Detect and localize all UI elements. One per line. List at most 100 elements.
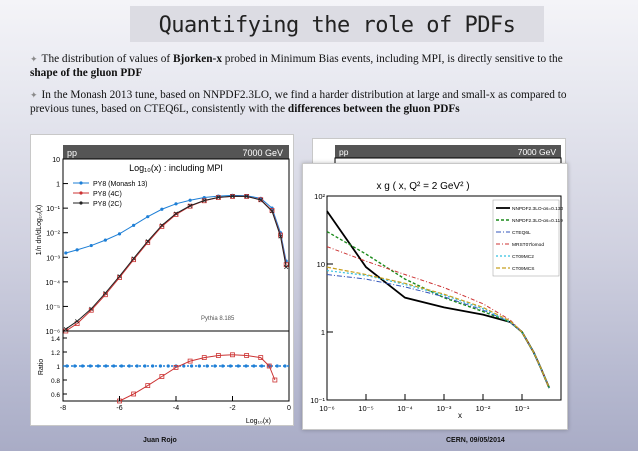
data-point <box>160 207 164 211</box>
header-bar <box>63 145 289 159</box>
ratio-reference-point <box>189 364 194 368</box>
data-point <box>75 248 79 252</box>
series-line <box>326 266 550 389</box>
data-point <box>269 209 275 214</box>
data-point <box>173 212 179 217</box>
series-group <box>326 210 551 389</box>
data-point <box>117 232 122 236</box>
x-ticks: -8 -6 -4 -2 0 <box>60 396 291 412</box>
ratio-reference-point <box>244 364 248 368</box>
bullet-icon: ✦ <box>30 90 38 100</box>
bullet-bold: Bjorken-x <box>173 53 222 65</box>
legend-label: PY8 (4C) <box>93 191 122 198</box>
ratio-point <box>230 352 235 358</box>
data-point <box>132 223 136 227</box>
ratio-point <box>272 377 278 383</box>
y-tick-label: 10⁻⁴ <box>46 280 61 287</box>
data-point <box>258 197 263 203</box>
ratio-reference-point <box>135 364 139 368</box>
x-tick-label: 10⁻² <box>476 404 491 413</box>
x-tick-label: 10⁻³ <box>437 404 452 413</box>
x-tick-label: -6 <box>116 405 122 412</box>
ratio-reference-point <box>65 364 69 368</box>
ratio-reference-point <box>151 364 155 368</box>
x-ticks: 10⁻⁶ 10⁻⁵ 10⁻⁴ 10⁻³ 10⁻² 10⁻¹ <box>319 394 530 413</box>
y-tick-label: 10⁻³ <box>46 255 60 262</box>
x-tick-label: -4 <box>173 405 179 412</box>
ratio-tick-label: 0.6 <box>51 392 60 399</box>
data-point <box>89 243 93 248</box>
ratio-reference-point <box>197 364 201 368</box>
data-point <box>278 234 283 239</box>
data-point <box>284 264 289 270</box>
data-point <box>187 203 193 209</box>
legend-marker <box>79 201 83 205</box>
legend-label: CT09MC2 <box>512 254 534 260</box>
data-point <box>159 224 165 229</box>
footer-venue-date: CERN, 09/05/2014 <box>446 437 505 444</box>
y-tick-label: 10 <box>52 157 60 164</box>
x-tick-label: 10⁻⁶ <box>319 404 334 413</box>
y-axis-label: 1/n dn/dLog₁₀(x) <box>36 205 43 255</box>
series-line <box>326 269 550 389</box>
chart-title: Log₁₀(x) : including MPI <box>129 163 223 173</box>
ratio-point <box>266 363 272 369</box>
legend-label: NNPDF2.3LO-αs=0.119 <box>512 218 563 224</box>
ratio-reference-point <box>88 364 92 368</box>
ratio-point <box>244 353 250 358</box>
ratio-reference-point <box>96 364 100 368</box>
ratio-point <box>215 353 221 358</box>
x-axis-label: Log₁₀(x) <box>246 418 271 425</box>
x-tick-label: 0 <box>287 405 291 412</box>
bullet-text: probed in Minimum Bias events, including… <box>221 53 563 65</box>
legend-box <box>492 199 560 277</box>
x-tick-label: 10⁻¹ <box>515 404 530 413</box>
y-tick-label: 10² <box>314 192 325 201</box>
ratio-tick-label: 1.4 <box>51 336 60 343</box>
data-point <box>202 198 207 203</box>
data-point <box>131 256 136 261</box>
ratio-series <box>63 352 289 404</box>
data-point <box>188 203 193 208</box>
ratio-reference-point <box>127 364 131 368</box>
ratio-point <box>131 391 137 397</box>
ratio-reference-point <box>260 364 264 368</box>
chart-title: x g ( x, Q² = 2 GeV² ) <box>376 181 469 192</box>
legend-marker <box>79 191 83 195</box>
ratio-tick-label: 1 <box>56 364 60 371</box>
legend: NNPDF2.3LO-αs=0.130 NNPDF2.3LO-αs=0.119 CT… <box>492 199 563 277</box>
ratio-line <box>119 354 276 402</box>
data-point <box>89 306 94 311</box>
legend-label: NNPDF2.3LO-αs=0.130 <box>512 206 563 212</box>
legend: PY8 (Monash 13) PY8 (4C) PY8 (2C) <box>73 181 147 208</box>
series-line <box>326 274 550 389</box>
ratio-reference-point <box>252 364 256 368</box>
y-tick-label: 10⁻² <box>46 231 60 238</box>
data-point <box>117 274 122 279</box>
data-point <box>63 326 68 332</box>
data-point <box>103 238 107 242</box>
bullet-text: In the Monash 2013 tune, based on NNPDF2… <box>30 89 567 115</box>
data-point <box>244 194 249 199</box>
legend-label: PY8 (Monash 13) <box>93 181 147 188</box>
ratio-point <box>145 383 151 389</box>
data-point <box>146 215 150 219</box>
x-axis-label: x <box>458 411 462 420</box>
x-tick-label: 10⁻⁴ <box>397 404 413 413</box>
bullet-text: The distribution of values of <box>41 53 174 65</box>
ratio-reference-point <box>112 364 116 368</box>
ratio-reference-point <box>283 364 287 368</box>
process-label: pp <box>339 147 349 157</box>
process-label: pp <box>67 148 77 158</box>
ratio-point <box>258 355 264 361</box>
data-point <box>103 290 108 296</box>
ratio-axis-label: Ratio <box>38 359 45 375</box>
legend-label: MRST07lomod <box>512 242 544 248</box>
ratio-reference-point <box>275 364 279 368</box>
x-distribution-figure: pp 7000 GeV Log₁₀(x) : including MPI Pyt… <box>30 134 294 426</box>
ratio-tick-label: 0.8 <box>51 378 60 385</box>
bullet-2: ✦ In the Monash 2013 tune, based on NNPDF… <box>30 88 590 116</box>
ratio-reference-point <box>158 364 163 368</box>
data-point <box>173 211 179 216</box>
legend-label: PY8 (2C) <box>93 201 122 208</box>
